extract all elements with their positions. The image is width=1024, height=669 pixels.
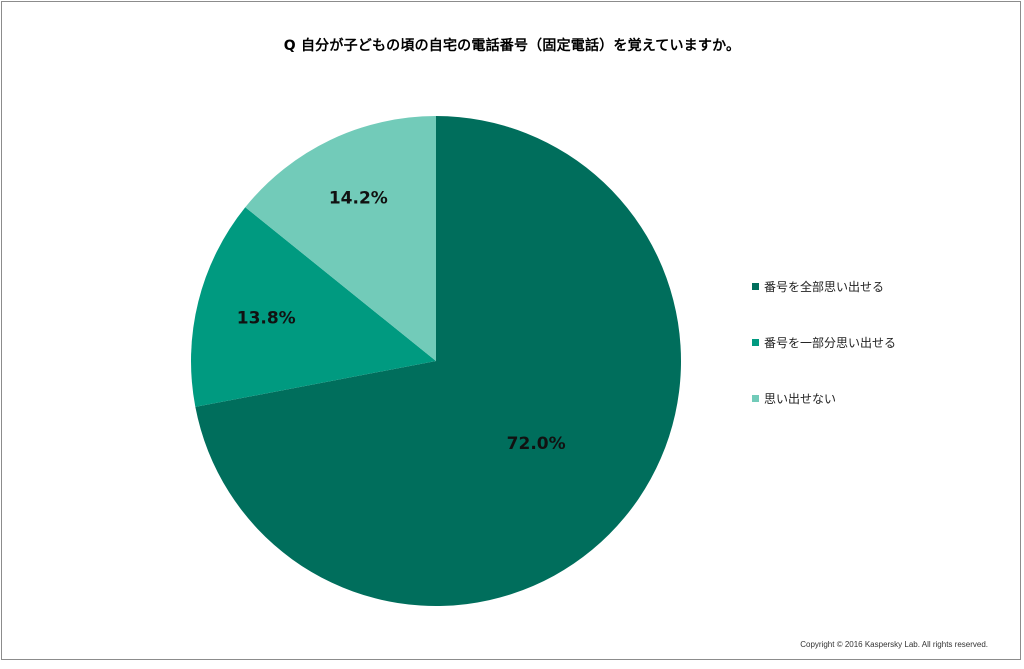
legend-item-none: 思い出せない	[752, 390, 896, 407]
legend-label: 番号を全部思い出せる	[764, 280, 885, 294]
pie-slice-partial	[191, 207, 436, 407]
legend-item-all: 番号を全部思い出せる	[752, 278, 896, 295]
legend-swatch	[752, 339, 759, 346]
pie-label-none: 14.2%	[329, 189, 388, 209]
pie-slice-none	[245, 115, 436, 361]
pie-label-partial: 13.8%	[237, 309, 296, 329]
copyright-notice: Copyright © 2016 Kaspersky Lab. All righ…	[800, 640, 988, 649]
chart-legend: 番号を全部思い出せる 番号を一部分思い出せる 思い出せない	[752, 278, 896, 446]
legend-label: 思い出せない	[764, 392, 837, 406]
pie-label-all: 72.0%	[507, 434, 566, 454]
legend-item-partial: 番号を一部分思い出せる	[752, 334, 896, 351]
legend-swatch	[752, 283, 759, 290]
legend-swatch	[752, 395, 759, 402]
pie-slice-all	[195, 116, 682, 606]
chart-title: Q 自分が子どもの頃の自宅の電話番号（固定電話）を覚えていますか。	[283, 38, 741, 54]
legend-label: 番号を一部分思い出せる	[764, 336, 897, 350]
